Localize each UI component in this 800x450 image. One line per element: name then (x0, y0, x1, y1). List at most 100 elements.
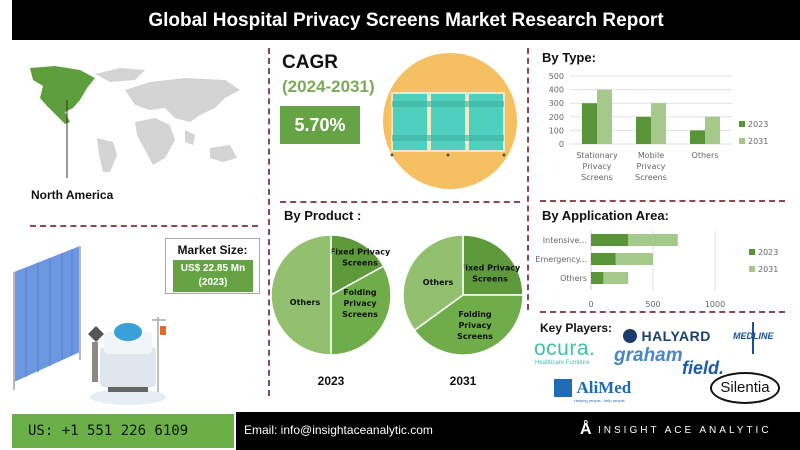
graham-logo: graham (614, 345, 683, 366)
pie-label: Fixed Privacy (330, 248, 391, 257)
cagr-period: (2024-2031) (282, 77, 375, 96)
pie-label: Screens (457, 332, 493, 341)
bar-2023 (591, 272, 604, 284)
market-size-label: Market Size: (177, 243, 248, 257)
legend-label: 2031 (748, 137, 768, 146)
y-tick-label: Emergency... (535, 255, 587, 264)
x-tick-label: Screens (635, 173, 667, 182)
pie-label: Others (423, 278, 454, 287)
x-tick-label: Stationary (576, 151, 618, 160)
pie-slice (330, 265, 392, 356)
alimed-logo: AliMed Helping people...help people (554, 378, 631, 403)
ocura-logo: ocura. (534, 337, 596, 360)
privacy-screen-icon (383, 53, 517, 189)
market-size-card: Market Size: US$ 22.85 Mn (2023) (165, 238, 260, 294)
by-type-title: By Type: (542, 50, 596, 65)
y-tick-label: Others (560, 274, 587, 283)
market-size-year: (2023) (198, 277, 228, 288)
y-tick-label: 500 (549, 72, 564, 81)
x-tick-label: Screens (581, 173, 613, 182)
medline-star-icon (752, 322, 754, 354)
ocura-tagline: Healthcare Furniture (535, 360, 590, 366)
pie-label: Privacy (343, 299, 377, 308)
footer-bar: Email: info@insightaceanalytic.com Å INS… (236, 412, 800, 450)
y-tick-label: 200 (549, 113, 564, 122)
pie-label: Screens (342, 310, 378, 319)
field-logo: field. (682, 358, 725, 378)
by-product-title: By Product : (284, 208, 362, 223)
hospital-bed-curtain-icon (13, 246, 166, 405)
y-tick-label: 0 (559, 140, 564, 149)
legend-label: 2023 (748, 120, 768, 129)
pie-slice (330, 234, 385, 297)
footer-brand: INSIGHT ACE ANALYTIC (598, 425, 772, 436)
x-tick-label: Privacy (583, 162, 612, 171)
bar-2031 (628, 234, 678, 246)
insightace-logo-icon: Å (580, 421, 592, 438)
region-label: North America (31, 188, 114, 202)
bar-2023 (636, 116, 651, 144)
pie-slice (270, 234, 332, 356)
divider-region (30, 225, 258, 227)
footer-phone: US: +1 551 226 6109 (12, 414, 234, 448)
pie-slice (413, 294, 524, 356)
by-product-chart: Fixed PrivacyScreens17FoldingPrivacyScre… (270, 234, 524, 388)
divider-left (268, 48, 270, 396)
pie-label: Screens (342, 259, 378, 268)
pie-title: 2031 (450, 374, 477, 388)
x-tick-label: Mobile (638, 151, 664, 160)
bar-2031 (615, 253, 653, 265)
by-type-chart: 0 100 200 300 400 500 Stationary Privacy Screens… (549, 72, 769, 182)
cagr-value: 5.70% (280, 106, 360, 144)
x-tick-label: 1000 (705, 300, 725, 309)
bar-2031 (597, 89, 612, 144)
pie-label: Fixed Privacy (460, 264, 521, 273)
y-tick-label: 400 (549, 86, 564, 95)
legend-swatch (739, 121, 745, 127)
alimed-icon (554, 379, 572, 397)
pie-title: 2023 (318, 374, 345, 388)
x-tick-label: Others (692, 151, 719, 160)
bar-2031 (705, 116, 720, 144)
legend-swatch (749, 266, 755, 272)
legend-label: 2031 (758, 265, 778, 274)
divider-type (540, 200, 785, 202)
y-tick-label: Intensive... (543, 236, 587, 245)
pie-slice (462, 234, 524, 296)
x-tick-label: 0 (588, 300, 593, 309)
world-map-icon (30, 66, 240, 178)
legend-swatch (739, 138, 745, 144)
key-players-title: Key Players: (540, 321, 613, 335)
market-size-value: US$ 22.85 Mn (180, 263, 246, 274)
bar-2023 (582, 103, 597, 144)
divider-cagr (280, 201, 520, 203)
by-application-chart: 0 500 1000 Intensive... Emergency... Others 20… (535, 231, 778, 309)
legend-swatch (749, 249, 755, 255)
pie-label: Folding (343, 288, 377, 297)
pie-slice (402, 234, 464, 332)
bar-2031 (651, 103, 666, 144)
y-tick-label: 100 (549, 126, 564, 135)
x-tick-label: Privacy (637, 162, 666, 171)
divider-right (527, 48, 529, 310)
y-tick-label: 300 (549, 99, 564, 108)
divider-application (540, 311, 785, 313)
page-title: Global Hospital Privacy Screens Market R… (12, 0, 800, 40)
bar-2023 (690, 130, 705, 144)
halyard-logo: HALYARD (623, 327, 711, 345)
bar-2023 (591, 234, 629, 246)
halyard-icon (623, 328, 637, 343)
x-tick-label: 500 (645, 300, 660, 309)
bar-2023 (591, 253, 616, 265)
pie-label: Folding (458, 310, 492, 319)
footer-email: Email: info@insightaceanalytic.com (244, 423, 433, 437)
cagr-title: CAGR (282, 52, 338, 73)
legend-label: 2023 (758, 248, 778, 257)
market-size-value-box: US$ 22.85 Mn (2023) (173, 260, 253, 292)
pie-label: Others (290, 298, 321, 307)
by-application-title: By Application Area: (542, 208, 669, 223)
silentia-logo: Silentia (710, 372, 780, 404)
bar-2031 (603, 272, 629, 284)
pie-label: Privacy (458, 321, 492, 330)
pie-label: Screens (472, 275, 508, 284)
